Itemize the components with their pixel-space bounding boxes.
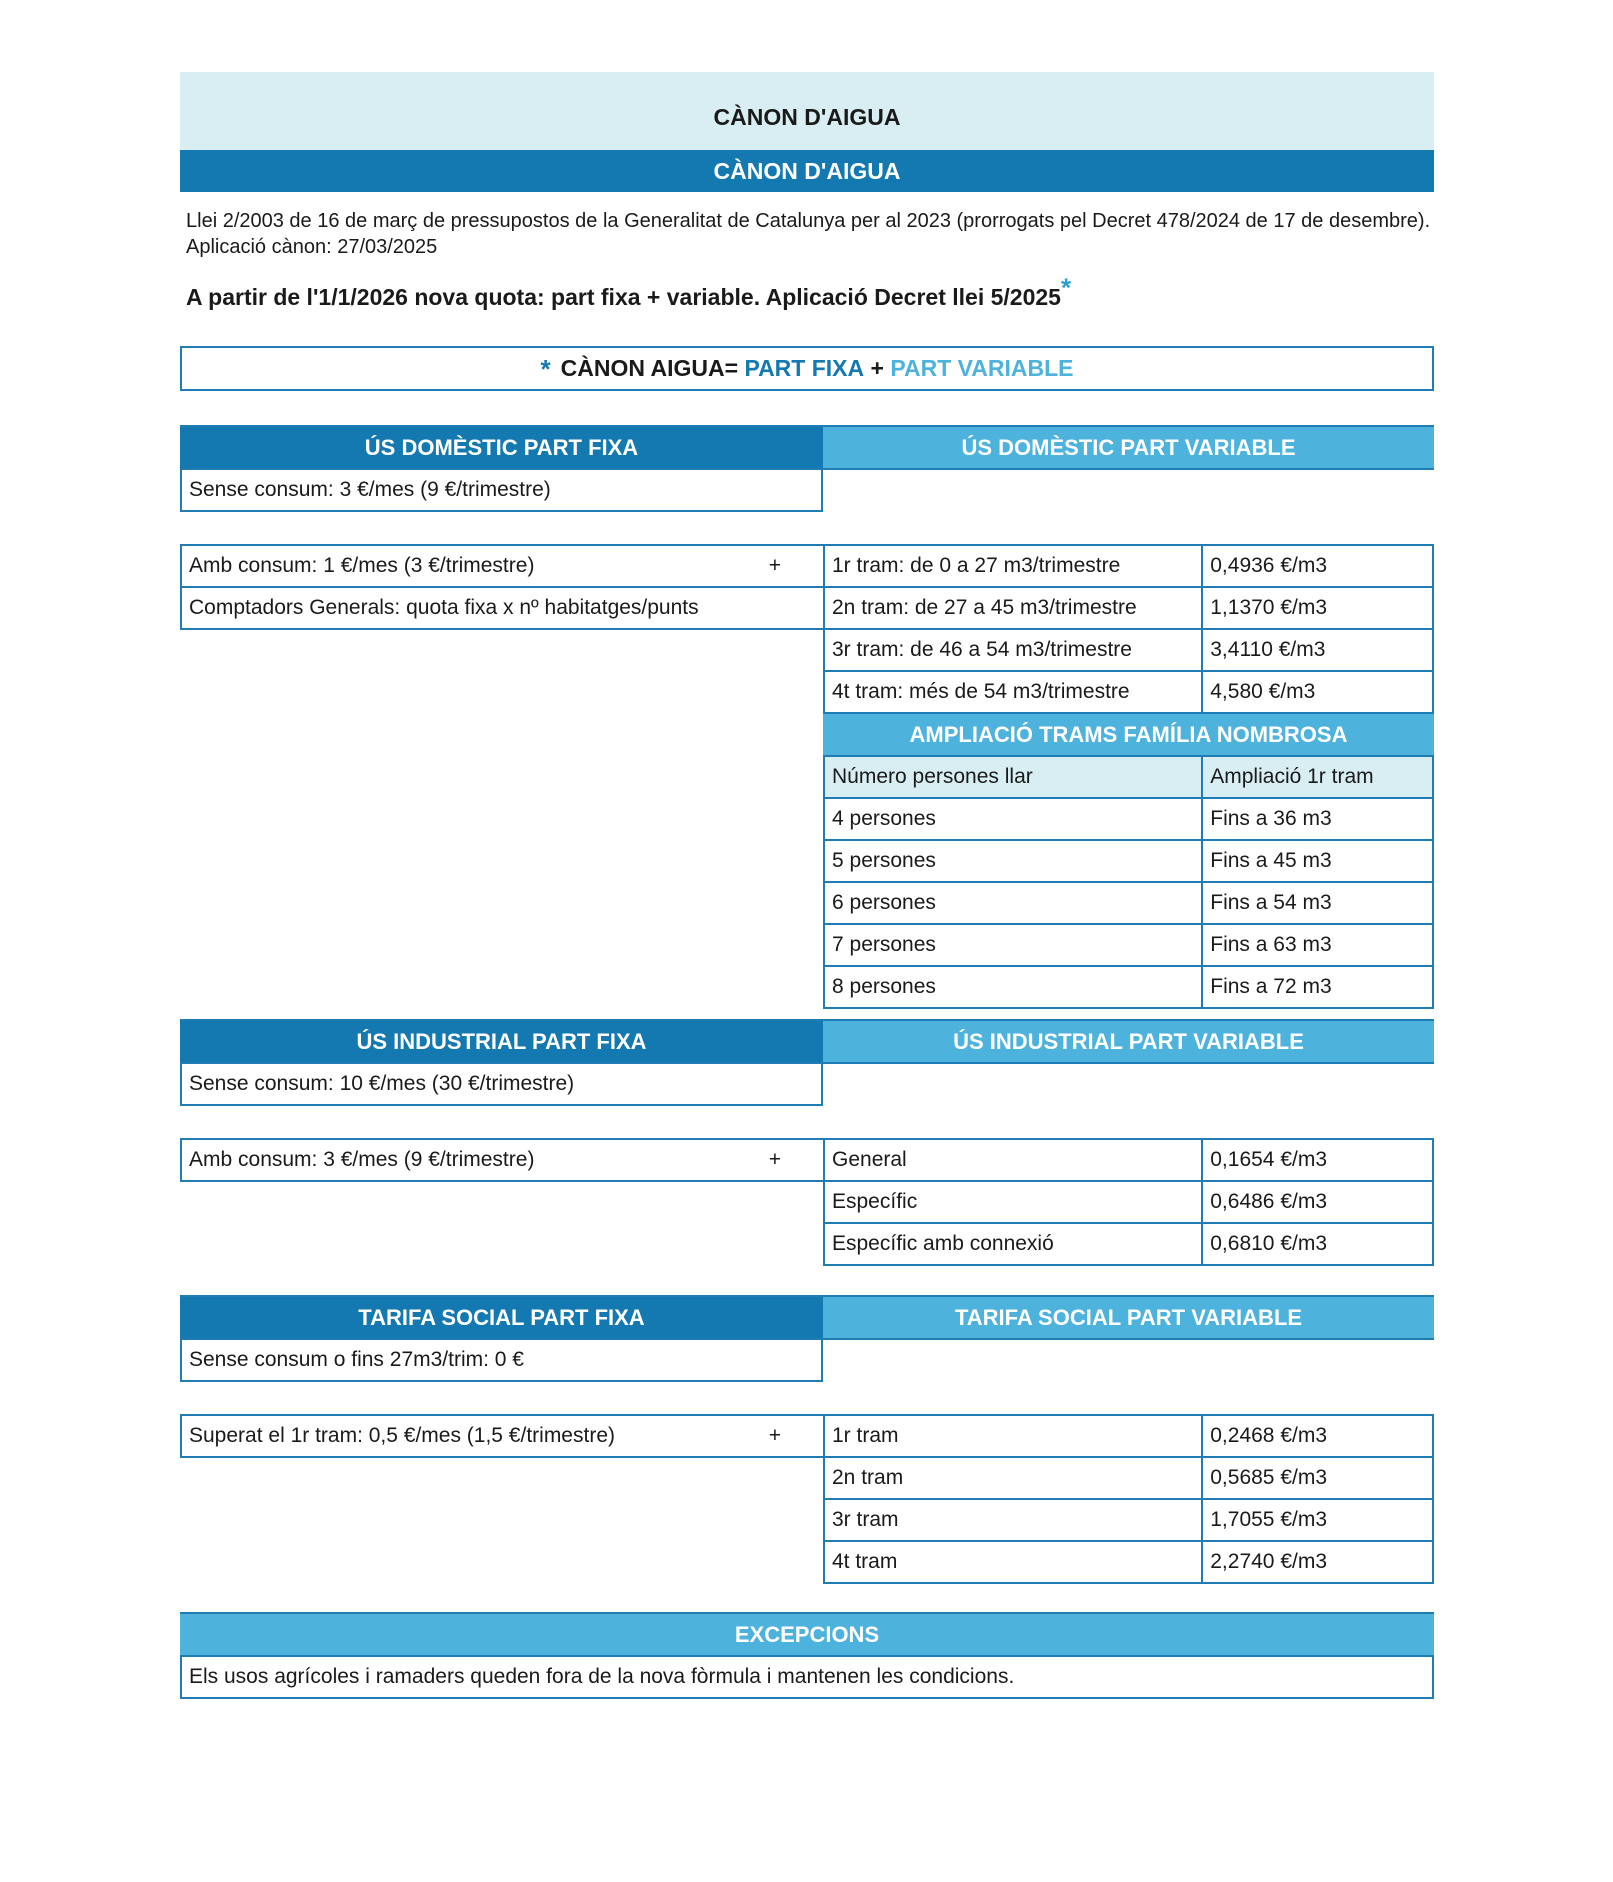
excepcions-header: EXCEPCIONS (180, 1612, 1434, 1657)
social-variable-header: TARIFA SOCIAL PART VARIABLE (823, 1295, 1434, 1340)
domestic-amb-consum: Amb consum: 1 €/mes (3 €/trimestre) + (180, 544, 825, 588)
ampliacio-row: 7 persones Fins a 63 m3 (823, 923, 1434, 967)
ampliacio-row: 4 persones Fins a 36 m3 (823, 797, 1434, 841)
social-amb-consum: Superat el 1r tram: 0,5 €/mes (1,5 €/tri… (180, 1414, 825, 1458)
asterisk: * (1060, 272, 1072, 303)
row-value: 0,6486 €/m3 (1201, 1180, 1434, 1224)
row-label: Específic amb connexió (823, 1222, 1204, 1266)
row-value: Fins a 72 m3 (1201, 965, 1434, 1009)
industrial-fixa: ÚS INDUSTRIAL PART FIXA Sense consum: 10… (180, 1019, 823, 1106)
title-bar: CÀNON D'AIGUA (180, 150, 1434, 192)
col-header: Número persones llar (823, 755, 1204, 799)
col-header: Ampliació 1r tram (1201, 755, 1434, 799)
industrial-variable-header: ÚS INDUSTRIAL PART VARIABLE (823, 1019, 1434, 1064)
domestic-comptadors: Comptadors Generals: quota fixa x nº hab… (180, 586, 825, 630)
row-value: 2,2740 €/m3 (1201, 1540, 1434, 1584)
row-label: 4t tram: més de 54 m3/trimestre (823, 670, 1204, 714)
industrial-row: General 0,1654 €/m3 (823, 1138, 1434, 1182)
amb-consum-text: Superat el 1r tram: 0,5 €/mes (1,5 €/tri… (189, 1424, 615, 1447)
ampliacio-col-headers: Número persones llar Ampliació 1r tram (823, 755, 1434, 799)
row-label: 3r tram: de 46 a 54 m3/trimestre (823, 628, 1204, 672)
row-value: 0,2468 €/m3 (1201, 1414, 1434, 1458)
row-label: General (823, 1138, 1204, 1182)
row-label: 1r tram (823, 1414, 1204, 1458)
industrial-amb-consum: Amb consum: 3 €/mes (9 €/trimestre) + (180, 1138, 825, 1182)
ampliacio-row: 6 persones Fins a 54 m3 (823, 881, 1434, 925)
new-quota-line: A partir de l'1/1/2026 nova quota: part … (186, 274, 1071, 311)
social-sense-consum: Sense consum o fins 27m3/trim: 0 € (180, 1338, 823, 1382)
formula-box: * CÀNON AIGUA= PART FIXA + PART VARIABLE (180, 346, 1434, 391)
domestic-fixa-header: ÚS DOMÈSTIC PART FIXA (180, 425, 823, 470)
formula-plus: + (870, 355, 884, 381)
social-variable-table: 1r tram 0,2468 €/m3 2n tram 0,5685 €/m3 3r t… (823, 1414, 1434, 1584)
domestic-sense-consum: Sense consum: 3 €/mes (9 €/trimestre) (180, 468, 823, 512)
social-row: 2n tram 0,5685 €/m3 (823, 1456, 1434, 1500)
row-value: Fins a 45 m3 (1201, 839, 1434, 883)
social-amb-consum-table: Superat el 1r tram: 0,5 €/mes (1,5 €/tri… (180, 1414, 825, 1458)
social-row: 4t tram 2,2740 €/m3 (823, 1540, 1434, 1584)
row-value: 1,1370 €/m3 (1201, 586, 1434, 630)
new-quota-text: A partir de l'1/1/2026 nova quota: part … (186, 284, 1061, 310)
row-label: 2n tram: de 27 a 45 m3/trimestre (823, 586, 1204, 630)
row-value: Fins a 36 m3 (1201, 797, 1434, 841)
industrial-row: Específic amb connexió 0,6810 €/m3 (823, 1222, 1434, 1266)
row-value: 0,4936 €/m3 (1201, 544, 1434, 588)
row-label: 2n tram (823, 1456, 1204, 1500)
industrial-amb-consum-table: Amb consum: 3 €/mes (9 €/trimestre) + (180, 1138, 825, 1182)
plus-sign: + (768, 1424, 781, 1447)
social-fixa: TARIFA SOCIAL PART FIXA Sense consum o f… (180, 1295, 823, 1382)
tram-row: 4t tram: més de 54 m3/trimestre 4,580 €/m… (823, 670, 1434, 714)
formula-fixa: PART FIXA (744, 355, 865, 381)
excepcions: EXCEPCIONS Els usos agrícoles i ramaders… (180, 1612, 1434, 1699)
social-variable-header-wrap: TARIFA SOCIAL PART VARIABLE (823, 1295, 1434, 1340)
domestic-variable-header-wrap: ÚS DOMÈSTIC PART VARIABLE (823, 425, 1434, 470)
row-label: 8 persones (823, 965, 1204, 1009)
row-value: Fins a 54 m3 (1201, 881, 1434, 925)
industrial-fixa-header: ÚS INDUSTRIAL PART FIXA (180, 1019, 823, 1064)
amb-consum-text: Amb consum: 3 €/mes (9 €/trimestre) (189, 1148, 535, 1171)
plus-sign: + (768, 1148, 781, 1171)
tram-row: 2n tram: de 27 a 45 m3/trimestre 1,1370 €… (823, 586, 1434, 630)
domestic-amb-consum-table: Amb consum: 1 €/mes (3 €/trimestre) + Com… (180, 544, 825, 630)
formula-variable: PART VARIABLE (890, 355, 1074, 381)
law-text: Llei 2/2003 de 16 de març de pressuposto… (186, 210, 1431, 258)
document-title: CÀNON D'AIGUA (180, 72, 1434, 150)
row-value: 0,5685 €/m3 (1201, 1456, 1434, 1500)
social-row: 1r tram 0,2468 €/m3 (823, 1414, 1434, 1458)
row-label: Específic (823, 1180, 1204, 1224)
social-row: 3r tram 1,7055 €/m3 (823, 1498, 1434, 1542)
industrial-variable-table: General 0,1654 €/m3 Específic 0,6486 €/m3 Es… (823, 1138, 1434, 1266)
ampliacio-row: 5 persones Fins a 45 m3 (823, 839, 1434, 883)
domestic-variable-table: 1r tram: de 0 a 27 m3/trimestre 0,4936 €/… (823, 544, 1434, 1009)
industrial-row: Específic 0,6486 €/m3 (823, 1180, 1434, 1224)
formula-label: CÀNON AIGUA= (560, 355, 739, 381)
social-fixa-header: TARIFA SOCIAL PART FIXA (180, 1295, 823, 1340)
row-label: 4 persones (823, 797, 1204, 841)
domestic-fixa: ÚS DOMÈSTIC PART FIXA Sense consum: 3 €/… (180, 425, 823, 512)
amb-consum-text: Amb consum: 1 €/mes (3 €/trimestre) (189, 554, 535, 577)
excepcions-text: Els usos agrícoles i ramaders queden for… (180, 1655, 1434, 1699)
row-label: 1r tram: de 0 a 27 m3/trimestre (823, 544, 1204, 588)
row-label: 7 persones (823, 923, 1204, 967)
row-label: 4t tram (823, 1540, 1204, 1584)
domestic-variable-header: ÚS DOMÈSTIC PART VARIABLE (823, 425, 1434, 470)
row-label: 3r tram (823, 1498, 1204, 1542)
row-label: 5 persones (823, 839, 1204, 883)
ampliacio-row: 8 persones Fins a 72 m3 (823, 965, 1434, 1009)
industrial-variable-header-wrap: ÚS INDUSTRIAL PART VARIABLE (823, 1019, 1434, 1064)
row-value: 4,580 €/m3 (1201, 670, 1434, 714)
row-value: 0,6810 €/m3 (1201, 1222, 1434, 1266)
row-value: 1,7055 €/m3 (1201, 1498, 1434, 1542)
row-label: 6 persones (823, 881, 1204, 925)
row-value: 3,4110 €/m3 (1201, 628, 1434, 672)
industrial-sense-consum: Sense consum: 10 €/mes (30 €/trimestre) (180, 1062, 823, 1106)
tram-row: 3r tram: de 46 a 54 m3/trimestre 3,4110 €… (823, 628, 1434, 672)
ampliacio-header: AMPLIACIÓ TRAMS FAMÍLIA NOMBROSA (823, 712, 1434, 757)
row-value: 0,1654 €/m3 (1201, 1138, 1434, 1182)
plus-sign: + (768, 554, 781, 577)
row-value: Fins a 63 m3 (1201, 923, 1434, 967)
tram-row: 1r tram: de 0 a 27 m3/trimestre 0,4936 €/… (823, 544, 1434, 588)
